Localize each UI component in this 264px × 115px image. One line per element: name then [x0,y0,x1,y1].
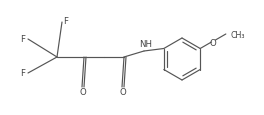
Text: F: F [64,17,68,26]
Text: CH₃: CH₃ [231,30,245,39]
Text: O: O [80,88,86,97]
Text: F: F [21,35,26,44]
Text: O: O [209,38,216,47]
Text: O: O [120,88,126,97]
Text: NH: NH [139,40,153,49]
Text: F: F [21,69,26,78]
